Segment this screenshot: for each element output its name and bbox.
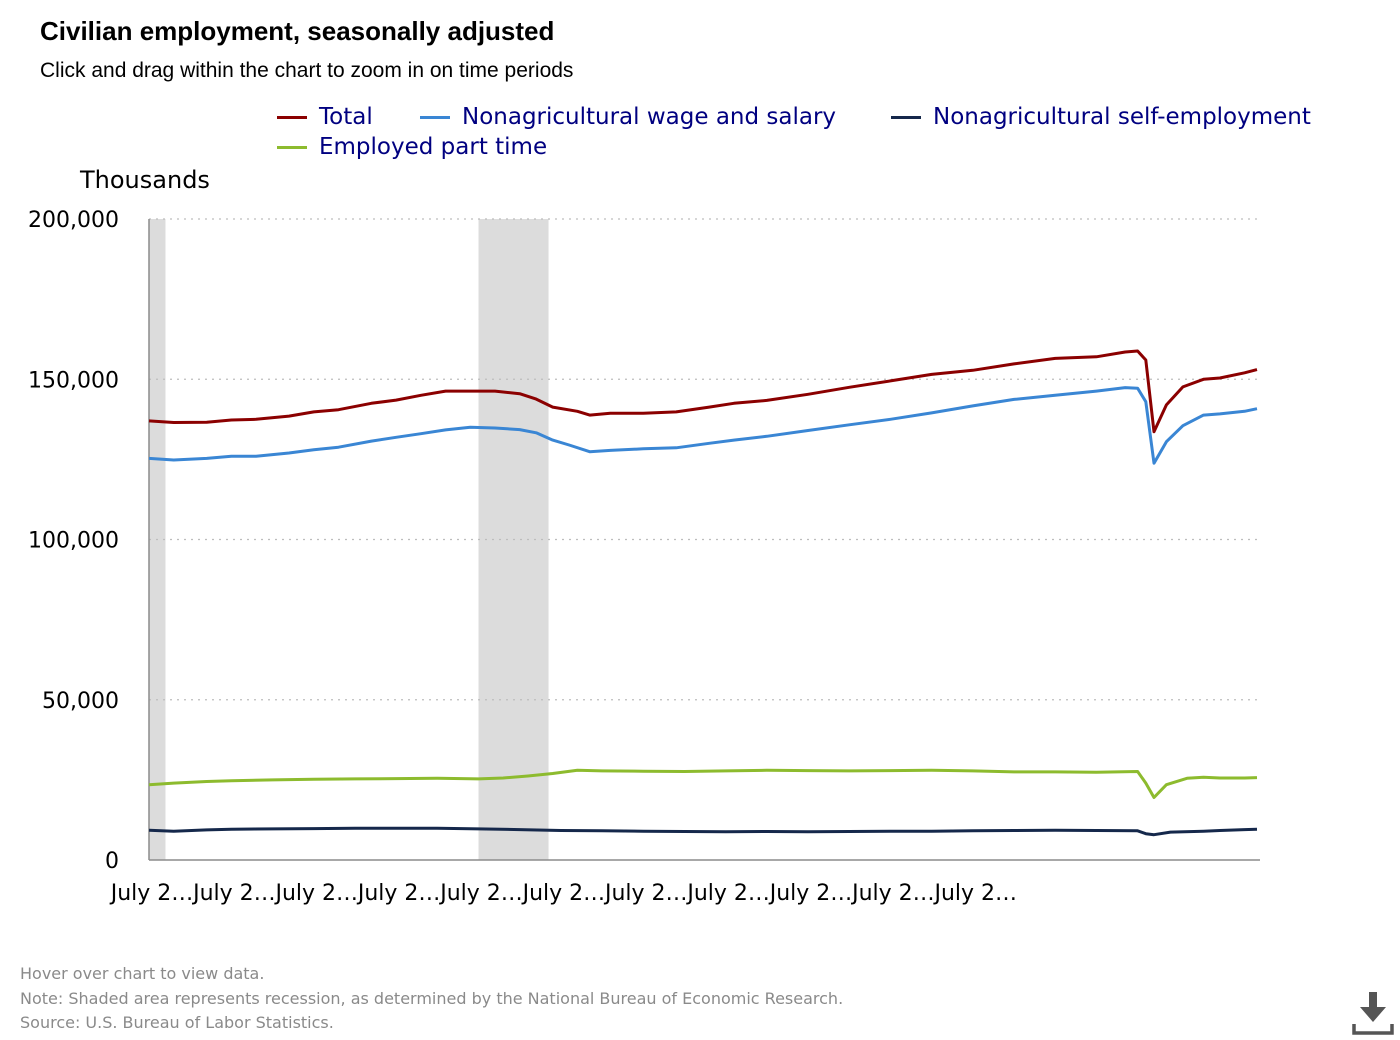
x-tick-label: July 2… <box>521 881 606 906</box>
x-tick-label: July 2… <box>356 881 441 906</box>
series-line-nonagricultural-self-employment[interactable] <box>148 826 1258 837</box>
legend-item-self-employment[interactable]: Nonagricultural self-employment <box>891 104 1311 130</box>
y-tick-label: 50,000 <box>42 689 119 714</box>
source-note: Source: U.S. Bureau of Labor Statistics. <box>20 1013 334 1032</box>
recession-note: Note: Shaded area represents recession, … <box>20 988 844 1008</box>
y-axis-title: Thousands <box>80 166 210 194</box>
x-tick-label: July 2… <box>933 881 1018 906</box>
legend-item-total[interactable]: Total <box>277 104 373 130</box>
x-tick-label: July 2… <box>768 881 853 906</box>
chart-subtitle: Click and drag within the chart to zoom … <box>40 59 574 82</box>
legend-swatch-self-employment <box>891 115 921 119</box>
legend-label-self-employment: Nonagricultural self-employment <box>933 104 1311 130</box>
x-tick-label: July 2… <box>191 881 276 906</box>
series-line-total[interactable] <box>148 349 1258 434</box>
legend-label-part-time: Employed part time <box>319 134 548 160</box>
download-icon[interactable] <box>1350 990 1396 1036</box>
gridlines <box>149 218 1260 701</box>
y-tick-label: 200,000 <box>28 208 119 233</box>
recession-shading-group <box>149 219 549 860</box>
x-tick-label: July 2… <box>109 881 194 906</box>
y-tick-label: 0 <box>105 849 119 874</box>
y-tick-label: 150,000 <box>28 368 119 393</box>
series-line-nonagricultural-wage-and-salary[interactable] <box>148 386 1258 465</box>
legend-swatch-part-time <box>277 145 307 149</box>
legend-label-wage-salary: Nonagricultural wage and salary <box>462 104 837 130</box>
x-tick-label: July 2… <box>438 881 523 906</box>
legend-item-part-time[interactable]: Employed part time <box>277 134 547 160</box>
x-tick-labels: July 2… July 2… July 2… July 2… July 2… July … <box>109 881 1017 906</box>
legend-label-total: Total <box>319 104 373 130</box>
legend-swatch-total <box>277 115 307 119</box>
chart-title: Civilian employment, seasonally adjusted <box>40 16 555 46</box>
legend-item-wage-salary[interactable]: Nonagricultural wage and salary <box>420 104 836 130</box>
hover-note: Hover over chart to view data. <box>20 964 265 983</box>
series-lines <box>148 349 1258 837</box>
y-tick-labels: 200,000 150,000 100,000 50,000 0 <box>28 208 119 874</box>
y-tick-label: 100,000 <box>28 529 119 554</box>
download-icon-glyph <box>1352 992 1394 1035</box>
axes <box>148 219 1260 861</box>
x-tick-label: July 2… <box>273 881 358 906</box>
legend: Total Nonagricultural wage and salary No… <box>0 0 1400 170</box>
legend-swatch-wage-salary <box>420 115 450 119</box>
footnotes: Hover over chart to view data. Note: Sha… <box>20 962 843 1036</box>
x-tick-label: July 2… <box>850 881 935 906</box>
x-tick-label: July 2… <box>685 881 770 906</box>
series-line-employed-part-time[interactable] <box>148 768 1258 799</box>
x-tick-label: July 2… <box>603 881 688 906</box>
